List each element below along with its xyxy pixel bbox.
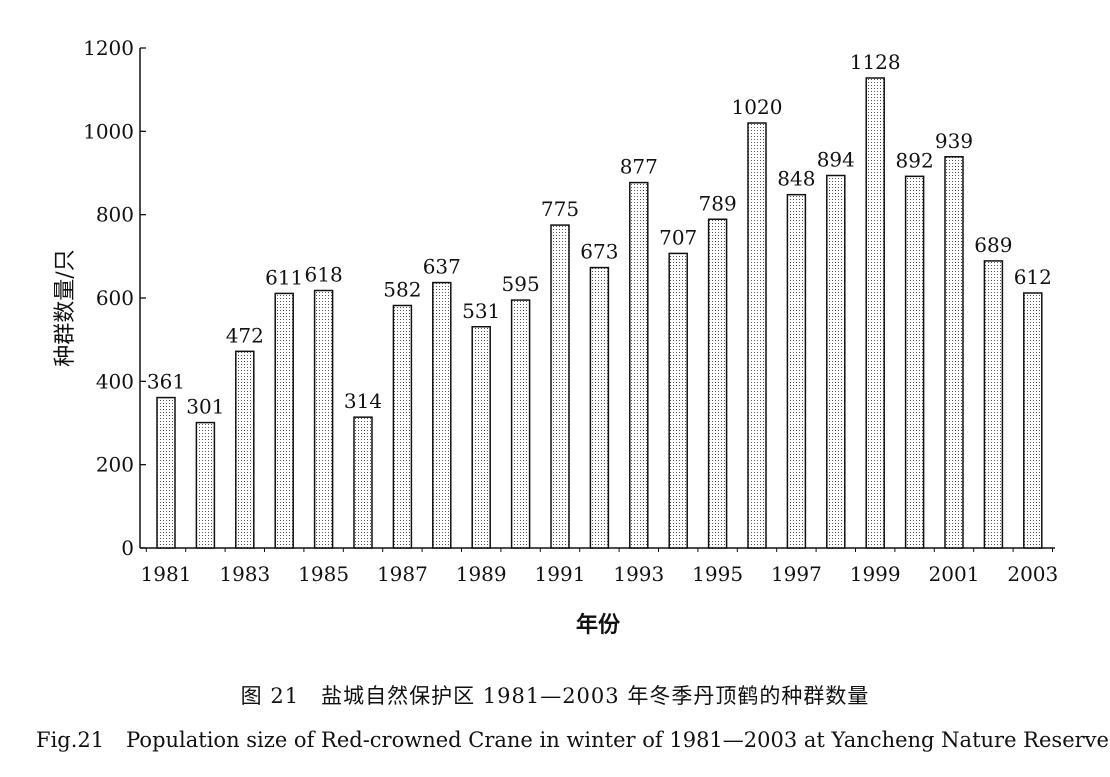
figure-caption-chinese: 图 21 盐城自然保护区 1981—2003 年冬季丹顶鹤的种群数量 (0, 680, 1110, 710)
value-label-1988: 637 (423, 255, 461, 279)
value-label-1996: 1020 (732, 95, 783, 119)
value-label-1983: 472 (226, 323, 264, 347)
y-tick-label: 0 (121, 536, 134, 560)
x-tick-label: 1981 (141, 562, 192, 586)
y-tick-label: 600 (96, 286, 134, 310)
value-label-2002: 689 (974, 233, 1012, 257)
x-tick-label: 1997 (771, 562, 822, 586)
caption-cn-text: 盐城自然保护区 1981—2003 年冬季丹顶鹤的种群数量 (321, 684, 870, 708)
caption-en-number: Fig.21 (36, 728, 105, 752)
value-label-1998: 894 (817, 148, 855, 172)
bars (156, 77, 1043, 549)
value-label-1984: 611 (265, 265, 303, 289)
y-tick-label: 1200 (83, 36, 134, 60)
x-tick-label: 2001 (929, 562, 980, 586)
bar-1982 (195, 421, 216, 549)
y-axis-title: 种群数量/只 (53, 249, 78, 366)
bar-1999 (865, 77, 885, 549)
bar-2001 (944, 156, 964, 549)
figure-caption-english: Fig.21 Population size of Red-crowned Cra… (36, 728, 1109, 752)
bar-2003 (1023, 292, 1043, 549)
x-tick-label: 1995 (692, 562, 743, 586)
bar-1987 (392, 304, 413, 549)
value-label-2000: 892 (896, 148, 934, 172)
x-tick-label: 1999 (850, 562, 901, 586)
value-label-1997: 848 (777, 167, 815, 191)
bar-1996 (747, 122, 767, 549)
value-label-1982: 301 (186, 395, 224, 419)
y-axis: 0 200 400 600 800 1000 1200 (83, 36, 146, 560)
value-label-1993: 877 (620, 155, 658, 179)
bar-1989 (471, 326, 491, 549)
bar-1985 (313, 289, 334, 549)
caption-cn-number: 图 21 (240, 684, 300, 708)
y-tick-label: 800 (96, 203, 134, 227)
value-label-2001: 939 (935, 129, 973, 153)
x-tick-label: 1983 (219, 562, 270, 586)
bar-1988 (432, 281, 452, 549)
value-label-1987: 582 (383, 278, 421, 302)
bar-1990 (510, 299, 531, 549)
y-tick-label: 400 (96, 369, 134, 393)
bar-1984 (274, 292, 294, 549)
bar-1981 (156, 396, 176, 549)
x-tick-label: 1989 (456, 562, 507, 586)
bar-1994 (668, 252, 688, 549)
bar-1986 (353, 416, 373, 549)
value-label-1985: 618 (305, 263, 343, 287)
y-tick-label: 200 (96, 453, 134, 477)
x-tick-label: 1991 (535, 562, 586, 586)
x-tick-label: 1985 (298, 562, 349, 586)
value-label-1991: 775 (541, 197, 579, 221)
bar-1983 (235, 350, 255, 549)
value-label-1994: 707 (659, 225, 697, 249)
y-tick-label: 1000 (83, 119, 134, 143)
value-label-1999: 1128 (850, 50, 901, 74)
value-label-1992: 673 (580, 240, 618, 264)
bar-1998 (826, 174, 846, 549)
value-label-1986: 314 (344, 389, 382, 413)
bar-1995 (707, 218, 728, 549)
bar-2000 (904, 175, 925, 549)
value-label-1989: 531 (462, 299, 500, 323)
x-tick-label: 1993 (613, 562, 664, 586)
bar-1997 (786, 193, 807, 549)
value-label-1995: 789 (699, 191, 737, 215)
x-tick-label: 2003 (1007, 562, 1058, 586)
x-axis: 1981 1983 1985 1987 1989 1991 1993 1995 1997 1999… (140, 547, 1058, 586)
value-label-2003: 612 (1014, 265, 1052, 289)
bar-2002 (983, 260, 1004, 549)
x-axis-title: 年份 (576, 612, 621, 638)
value-label-1981: 361 (147, 370, 185, 394)
caption-en-text: Population size of Red-crowned Crane in … (126, 728, 1109, 752)
value-label-1990: 595 (502, 272, 540, 296)
bar-1993 (629, 181, 649, 549)
bar-1991 (550, 224, 570, 549)
bar-1992 (589, 266, 610, 549)
x-tick-label: 1987 (377, 562, 428, 586)
